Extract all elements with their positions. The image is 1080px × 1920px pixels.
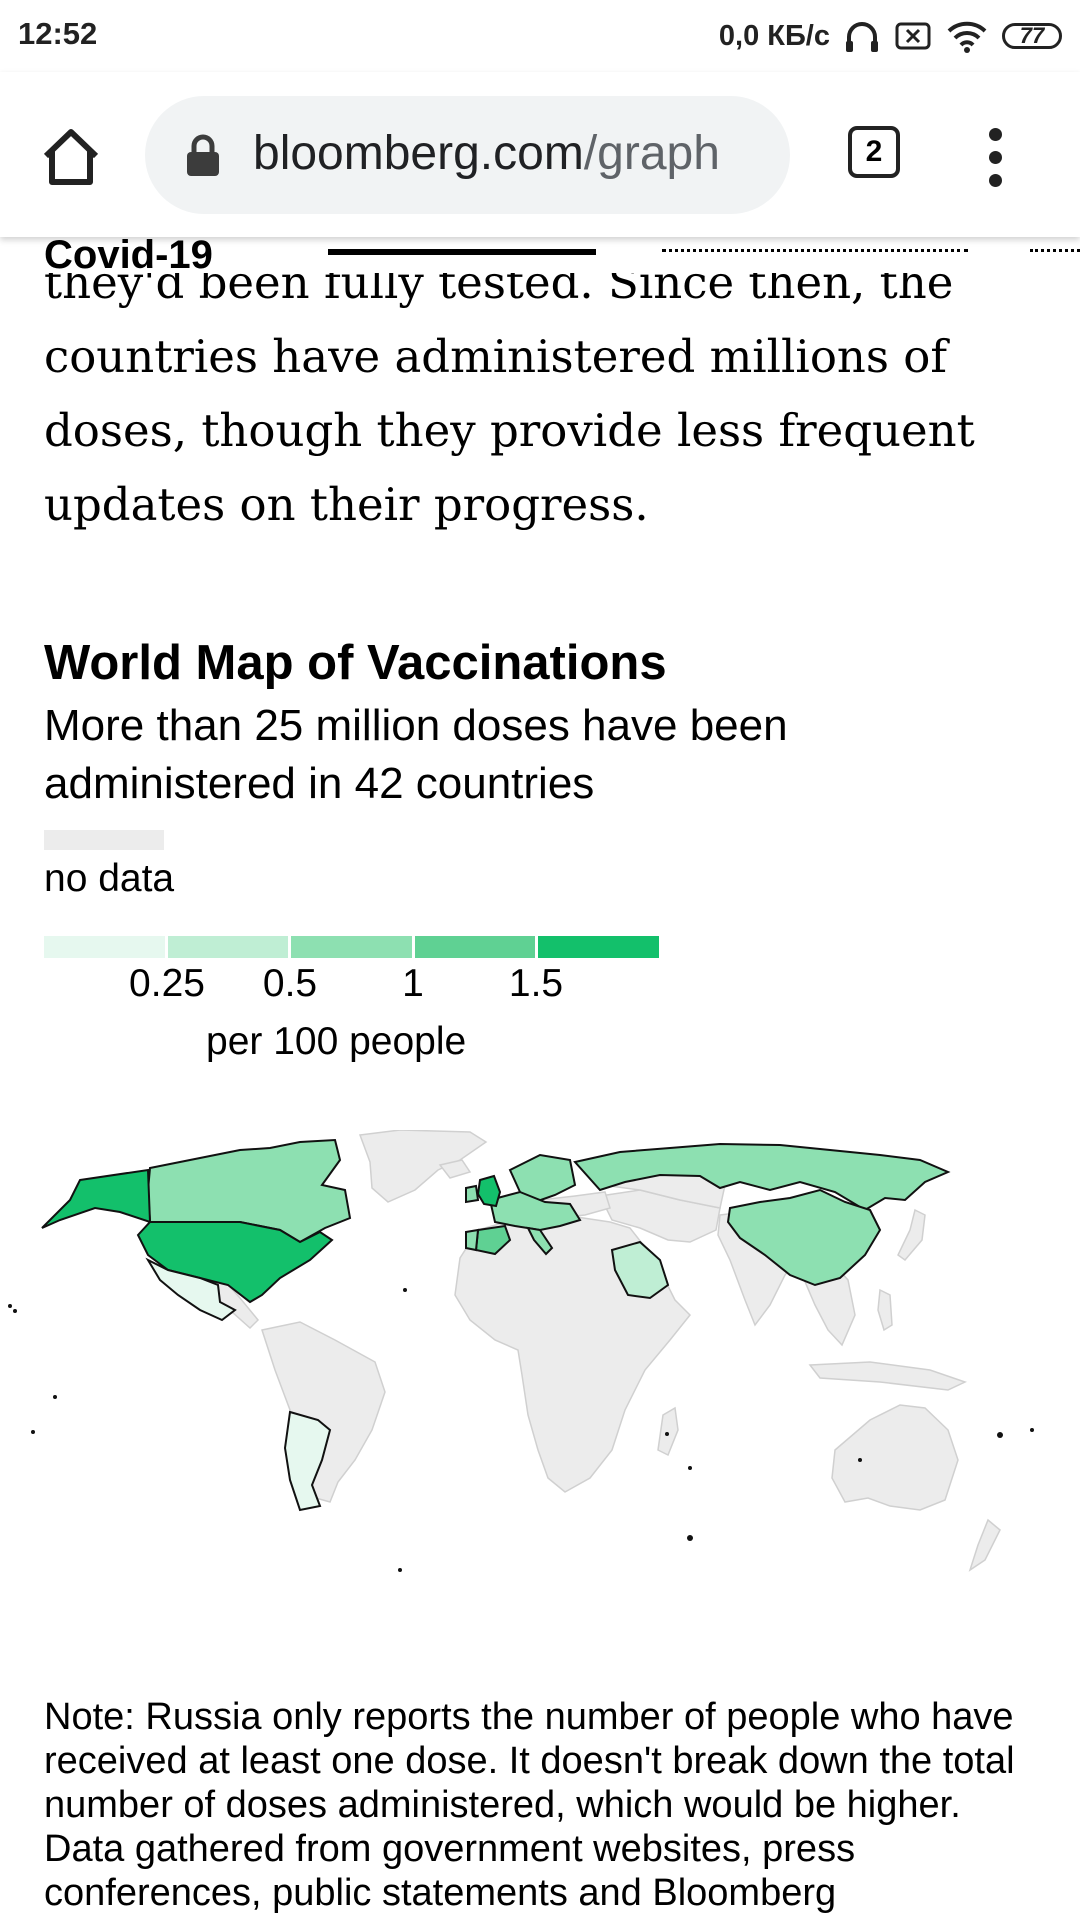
chart-title: World Map of Vaccinations [44, 636, 667, 690]
article-body: they'd been fully tested. Since then, th… [44, 270, 1044, 542]
region-argentina[interactable] [283, 1410, 332, 1512]
region-china[interactable] [726, 1188, 882, 1287]
overflow-menu-icon[interactable] [980, 128, 1010, 188]
network-speed: 0,0 КБ/с [718, 19, 830, 52]
tab-switcher-button[interactable]: 2 [848, 126, 900, 178]
chart-subtitle: More than 25 million doses have been adm… [44, 701, 788, 808]
region-ireland[interactable] [465, 1184, 480, 1204]
article-line: countries have administered millions of [44, 330, 948, 383]
status-time: 12:52 [18, 16, 98, 51]
region-mexico[interactable] [145, 1257, 237, 1322]
url-path: /graph [583, 127, 720, 180]
address-bar[interactable]: bloomberg.com/graph [145, 96, 790, 214]
region-italy[interactable] [526, 1226, 554, 1256]
region-philippines[interactable] [877, 1288, 893, 1332]
home-icon[interactable] [38, 124, 104, 190]
color-scale-bin-0 [44, 936, 165, 958]
section-header: Covid-19 [0, 237, 1080, 273]
no-data-swatch [44, 830, 164, 850]
region-europe-central[interactable] [488, 1190, 582, 1232]
battery-icon: 77 [1002, 23, 1062, 49]
color-scale-bin-1 [167, 936, 289, 958]
battery-level: 77 [1019, 23, 1045, 48]
scale-unit-label: per 100 people [206, 1020, 467, 1063]
region-indonesia[interactable] [808, 1361, 967, 1391]
color-scale [44, 936, 659, 958]
url-text[interactable]: bloomberg.com/graph [253, 126, 720, 181]
status-bar: 12:52 0,0 КБ/с 77 [0, 0, 1080, 72]
section-divider-dotted-2 [1030, 249, 1080, 252]
color-scale-bin-3 [414, 936, 536, 958]
wifi-icon [947, 21, 987, 53]
sim-card-icon [895, 22, 931, 50]
article-line: updates on their progress. [44, 478, 649, 531]
region-portugal[interactable] [465, 1228, 480, 1252]
url-domain: bloomberg.com [253, 127, 584, 180]
region-iceland[interactable] [438, 1159, 472, 1179]
region-uk[interactable] [476, 1174, 502, 1208]
reading-progress-bar [328, 249, 596, 255]
region-saudi-arabia[interactable] [610, 1240, 670, 1300]
region-new-zealand[interactable] [968, 1518, 1001, 1572]
scale-tick-label: 1 [402, 962, 424, 1005]
region-usa[interactable] [136, 1221, 334, 1304]
region-madagascar[interactable] [657, 1406, 679, 1457]
region-alaska[interactable] [41, 1168, 152, 1229]
article-line-clipped: they'd been fully tested. Since then, th… [44, 270, 954, 309]
tab-count: 2 [865, 135, 883, 168]
scale-tick-label: 1.5 [508, 962, 564, 1005]
chart-note: Note: Russia only reports the number of … [44, 1696, 1015, 1914]
world-map[interactable] [0, 1130, 1080, 1650]
color-scale-bin-2 [291, 936, 412, 958]
scale-tick-label: 0.5 [262, 962, 318, 1005]
section-name[interactable]: Covid-19 [44, 237, 213, 273]
browser-toolbar: bloomberg.com/graph 2 [0, 72, 1080, 237]
region-russia[interactable] [573, 1142, 951, 1212]
region-australia[interactable] [831, 1404, 959, 1511]
scale-tick-label: 0.25 [129, 962, 205, 1005]
lock-icon [187, 134, 219, 176]
region-greenland[interactable] [358, 1130, 488, 1203]
article-line: doses, though they provide less frequent [44, 404, 975, 457]
color-scale-bin-4 [538, 936, 659, 958]
headphones-icon [846, 22, 878, 52]
region-south-america[interactable] [261, 1321, 386, 1503]
status-icons: 0,0 КБ/с 77 [719, 14, 1062, 58]
section-divider-dotted [662, 249, 968, 252]
no-data-label: no data [44, 857, 175, 900]
region-japan[interactable] [897, 1208, 926, 1262]
